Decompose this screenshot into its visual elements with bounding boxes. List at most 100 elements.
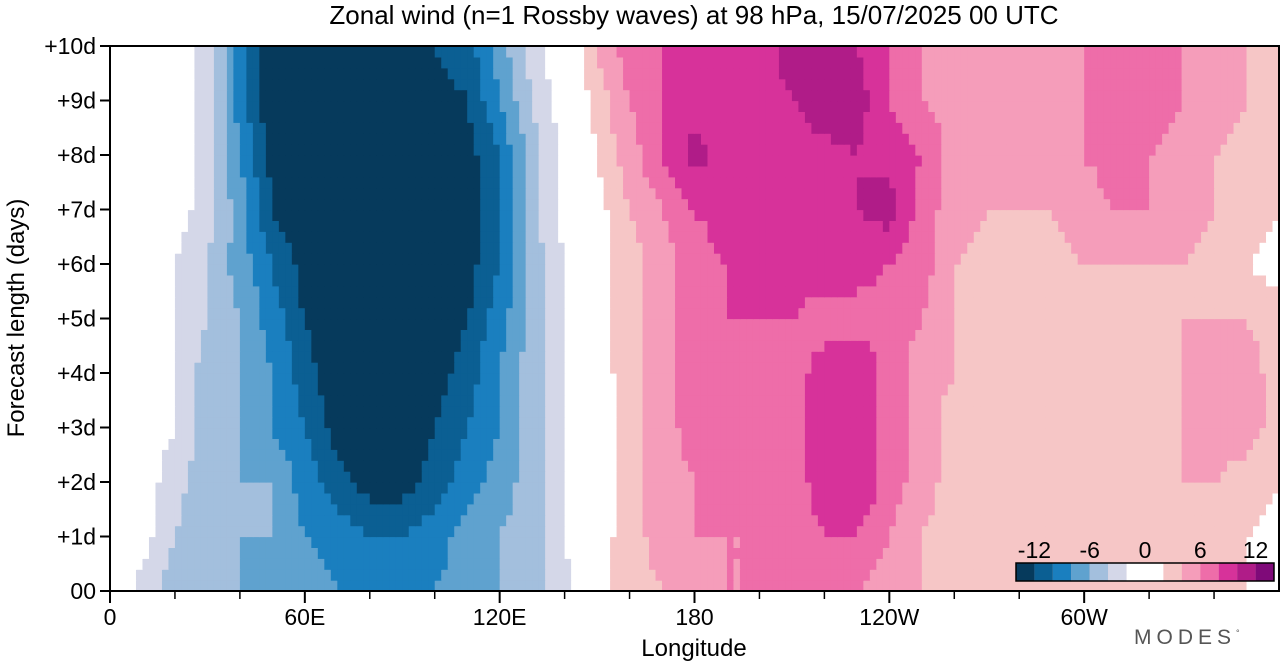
heatmap-cell: [350, 340, 358, 352]
heatmap-cell: [1123, 547, 1131, 559]
heatmap-cell: [415, 405, 423, 418]
heatmap-cell: [843, 460, 851, 472]
heatmap-cell: [850, 525, 858, 538]
heatmap-cell: [278, 536, 286, 548]
heatmap-cell: [142, 373, 150, 385]
heatmap-cell: [369, 449, 377, 461]
heatmap-cell: [493, 547, 501, 559]
heatmap-cell: [571, 580, 579, 592]
heatmap-cell: [116, 438, 124, 450]
heatmap-cell: [999, 580, 1007, 592]
heatmap-cell: [389, 285, 397, 298]
heatmap-cell: [856, 449, 864, 461]
heatmap-cell: [1149, 471, 1157, 483]
heatmap-cell: [662, 525, 670, 538]
heatmap-cell: [662, 558, 670, 570]
heatmap-cell: [135, 383, 144, 396]
heatmap-cell: [454, 525, 462, 538]
heatmap-cell: [928, 525, 936, 538]
heatmap-cell: [142, 362, 150, 374]
heatmap-cell: [265, 383, 273, 396]
heatmap-cell: [1214, 416, 1222, 429]
heatmap-cell: [603, 427, 611, 439]
heatmap-cell: [1214, 492, 1222, 505]
heatmap-cell: [850, 492, 858, 505]
heatmap-cell: [330, 383, 338, 396]
heatmap-cell: [1090, 514, 1098, 527]
heatmap-cell: [1038, 514, 1046, 527]
heatmap-cell: [402, 362, 410, 374]
heatmap-cell: [655, 362, 663, 374]
heatmap-cell: [688, 547, 696, 559]
heatmap-cell: [1188, 514, 1196, 527]
heatmap-cell: [843, 318, 851, 330]
heatmap-cell: [161, 482, 170, 494]
heatmap-cell: [1220, 492, 1228, 505]
heatmap-cell: [356, 471, 364, 483]
heatmap-cell: [1201, 340, 1209, 352]
heatmap-cell: [1006, 569, 1014, 581]
heatmap-cell: [467, 307, 475, 320]
heatmap-cell: [493, 569, 501, 581]
heatmap-cell: [1246, 580, 1254, 592]
heatmap-cell: [460, 471, 468, 483]
heatmap-cell: [454, 580, 462, 592]
heatmap-cell: [1214, 536, 1222, 548]
heatmap-cell: [577, 547, 585, 559]
heatmap-cell: [973, 514, 981, 527]
heatmap-cell: [467, 514, 475, 527]
heatmap-cell: [525, 307, 533, 320]
heatmap-cell: [623, 503, 631, 516]
heatmap-cell: [1175, 482, 1183, 494]
heatmap-cell: [1064, 514, 1072, 527]
heatmap-cell: [330, 449, 338, 461]
heatmap-cell: [291, 438, 299, 450]
heatmap-cell: [1142, 536, 1150, 548]
heatmap-cell: [1058, 438, 1066, 450]
heatmap-cell: [785, 482, 793, 494]
heatmap-cell: [778, 340, 787, 352]
heatmap-cell: [921, 285, 929, 298]
heatmap-cell: [382, 558, 390, 570]
heatmap-cell: [538, 558, 546, 570]
heatmap-cell: [1129, 514, 1137, 527]
heatmap-cell: [1110, 449, 1118, 461]
heatmap-cell: [1071, 340, 1079, 352]
heatmap-cell: [876, 373, 884, 385]
heatmap-cell: [752, 307, 761, 320]
heatmap-cell: [480, 460, 488, 472]
heatmap-cell: [434, 536, 442, 548]
heatmap-cell: [454, 329, 462, 341]
heatmap-cell: [700, 296, 709, 309]
heatmap-cell: [259, 536, 267, 548]
heatmap-cell: [369, 536, 377, 548]
heatmap-cell: [1253, 362, 1261, 374]
heatmap-cell: [343, 405, 351, 418]
heatmap-cell: [597, 383, 605, 396]
heatmap-cell: [577, 514, 585, 527]
heatmap-cell: [428, 536, 436, 548]
heatmap-cell: [291, 514, 299, 527]
heatmap-cell: [1220, 482, 1228, 494]
heatmap-cell: [603, 416, 611, 429]
heatmap-cell: [155, 438, 163, 450]
heatmap-cell: [233, 285, 241, 298]
heatmap-cell: [798, 307, 806, 320]
heatmap-cell: [824, 351, 832, 363]
heatmap-cell: [200, 340, 209, 352]
heatmap-cell: [1032, 547, 1040, 559]
heatmap-cell: [908, 405, 916, 418]
heatmap-cell: [941, 318, 949, 330]
heatmap-cell: [636, 449, 644, 461]
heatmap-cell: [908, 580, 916, 592]
heatmap-cell: [980, 558, 988, 570]
heatmap-cell: [837, 427, 845, 439]
heatmap-cell: [863, 340, 871, 352]
heatmap-cell: [733, 503, 741, 516]
heatmap-cell: [415, 438, 423, 450]
heatmap-cell: [642, 514, 650, 527]
heatmap-cell: [967, 318, 975, 330]
heatmap-cell: [1201, 471, 1209, 483]
heatmap-cell: [1077, 438, 1085, 450]
heatmap-cell: [233, 427, 241, 439]
